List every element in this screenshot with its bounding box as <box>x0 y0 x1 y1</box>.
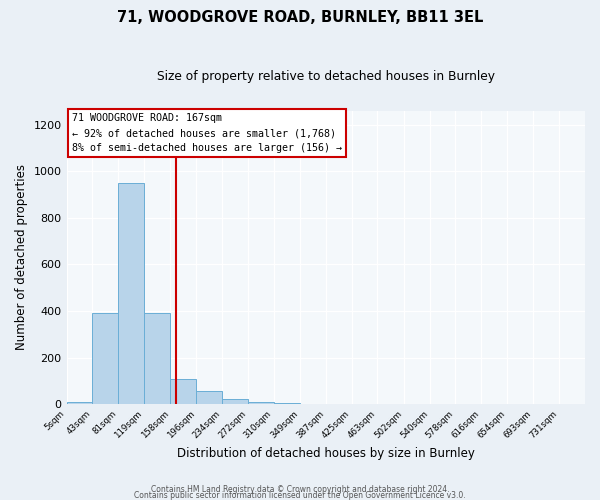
Bar <box>118 183 144 404</box>
Bar <box>67 402 92 404</box>
Text: Contains HM Land Registry data © Crown copyright and database right 2024.: Contains HM Land Registry data © Crown c… <box>151 485 449 494</box>
Bar <box>196 392 222 404</box>
Y-axis label: Number of detached properties: Number of detached properties <box>15 164 28 350</box>
Text: Contains public sector information licensed under the Open Government Licence v3: Contains public sector information licen… <box>134 491 466 500</box>
Bar <box>248 402 274 404</box>
Text: 71, WOODGROVE ROAD, BURNLEY, BB11 3EL: 71, WOODGROVE ROAD, BURNLEY, BB11 3EL <box>117 10 483 25</box>
X-axis label: Distribution of detached houses by size in Burnley: Distribution of detached houses by size … <box>177 447 475 460</box>
Bar <box>144 312 170 404</box>
Bar <box>92 312 118 404</box>
Bar <box>170 378 196 404</box>
Text: 71 WOODGROVE ROAD: 167sqm
← 92% of detached houses are smaller (1,768)
8% of sem: 71 WOODGROVE ROAD: 167sqm ← 92% of detac… <box>72 114 342 153</box>
Bar <box>274 403 300 404</box>
Bar <box>222 399 248 404</box>
Title: Size of property relative to detached houses in Burnley: Size of property relative to detached ho… <box>157 70 495 83</box>
